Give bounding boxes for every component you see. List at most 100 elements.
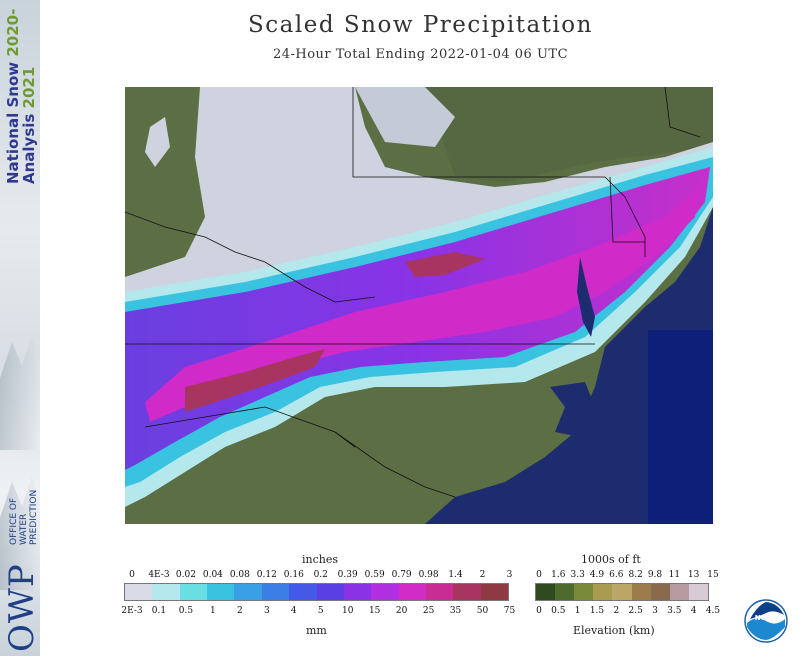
ocean-tile: [648, 330, 713, 524]
map-canvas: [125, 87, 713, 524]
legend-tick-label: 8.2: [628, 570, 643, 580]
legend-tick-label: 0.59: [364, 570, 385, 580]
elevation-color-bar: [535, 583, 709, 601]
legend-swatch: [398, 584, 426, 600]
legend-tick-label: 4: [690, 606, 697, 616]
legend-tick-label: 5: [317, 606, 324, 616]
sidebar-banner: National Snow 2020- Analysis 2021 OWP OF…: [0, 0, 40, 656]
legend-tick-label: 15: [707, 570, 719, 580]
legend-tick-label: 4: [290, 606, 297, 616]
legend-tick-label: 2E-3: [121, 606, 143, 616]
legend-swatch: [593, 584, 613, 600]
legend-swatch: [555, 584, 575, 600]
legend-tick-label: 0: [536, 570, 542, 580]
precip-legend-unit: mm: [306, 624, 327, 637]
page-title: Scaled Snow Precipitation: [248, 12, 593, 38]
page-subtitle: 24-Hour Total Ending 2022-01-04 06 UTC: [272, 47, 569, 62]
legend-tick-label: 2: [479, 570, 486, 580]
snow-precip-map: [125, 87, 713, 524]
legend-tick-label: 3.5: [667, 606, 682, 616]
legend-tick-label: 1.6: [551, 570, 566, 580]
legend-tick-label: 0.5: [178, 606, 194, 616]
svg-text:NOAA: NOAA: [755, 614, 778, 622]
legend-tick-label: 0.02: [175, 570, 196, 580]
legend-swatch: [316, 584, 344, 600]
precip-band-max: [185, 349, 325, 412]
legend-tick-label: 1: [574, 606, 581, 616]
legend-tick-label: 0.04: [202, 570, 223, 580]
legend-tick-label: 9.8: [647, 570, 663, 580]
snow-cover: [145, 117, 170, 167]
legend-tick-label: 3: [263, 606, 270, 616]
snow-cover: [355, 87, 455, 147]
legend-swatch: [480, 584, 509, 600]
legend-swatch: [234, 584, 262, 600]
legend-tick-label: 2: [236, 606, 243, 616]
legend-tick-label: 4.5: [705, 606, 721, 616]
elevation-legend-title: 1000s of ft: [581, 553, 641, 566]
legend-swatch: [453, 584, 481, 600]
legend-tick-label: 3: [506, 570, 513, 580]
precip-legend-title: inches: [302, 553, 339, 566]
legend-tick-label: 35: [449, 606, 462, 616]
legend-tick-label: 0.79: [391, 570, 412, 580]
legend-tick-label: 0.98: [418, 570, 439, 580]
legend-tick-label: 0.1: [151, 606, 167, 616]
legend-swatch: [688, 584, 708, 600]
legend-tick-label: 0.5: [551, 606, 566, 616]
legend-swatch: [207, 584, 235, 600]
legend-tick-label: 0.39: [337, 570, 358, 580]
legend-tick-label: 6.6: [609, 570, 624, 580]
legend-tick-label: 10: [341, 606, 354, 616]
legend-tick-label: 0: [129, 570, 135, 580]
legend-tick-label: 25: [422, 606, 435, 616]
noaa-logo: NOAA: [744, 599, 788, 643]
legend-swatch: [289, 584, 317, 600]
legend-tick-label: 4.9: [589, 570, 605, 580]
legend-tick-label: 1.5: [589, 606, 605, 616]
legend-tick-label: 2: [613, 606, 620, 616]
precip-band-max: [405, 252, 485, 277]
legend-tick-label: 75: [503, 606, 516, 616]
legend-tick-label: 0.2: [313, 570, 328, 580]
snow-cover: [125, 87, 713, 302]
legend-tick-label: 1.4: [448, 570, 463, 580]
legend-swatch: [612, 584, 632, 600]
chesapeake-bay: [577, 257, 595, 337]
ocean-area: [425, 207, 713, 524]
legend-swatch: [179, 584, 208, 600]
legend-tick-label: 1: [210, 606, 216, 616]
sidebar-title-line2: Analysis 2021: [20, 66, 38, 184]
legend-tick-label: 2.5: [628, 606, 643, 616]
precip-color-bar: [124, 583, 509, 601]
legend-tick-label: 50: [476, 606, 489, 616]
legend-swatch: [631, 584, 651, 600]
legend-swatch: [669, 584, 689, 600]
legend-tick-label: 3.3: [570, 570, 585, 580]
elevation-legend-unit: Elevation (km): [573, 624, 655, 637]
legend-swatch: [536, 584, 556, 600]
legend-tick-label: 13: [687, 570, 700, 580]
legend-tick-label: 0.08: [229, 570, 250, 580]
owp-line2: WATER: [19, 513, 29, 545]
legend-tick-label: 0.12: [256, 570, 277, 580]
owp-line1: OFFICE OF: [9, 497, 19, 545]
legend-swatch: [371, 584, 399, 600]
pamlico-sound: [550, 382, 595, 437]
owp-logo: OWP: [2, 563, 40, 652]
state-borders: [125, 87, 701, 498]
legend-tick-label: 0.16: [283, 570, 304, 580]
legend-swatch: [343, 584, 372, 600]
owp-line3: PREDICTION: [29, 489, 39, 545]
legend-swatch: [425, 584, 454, 600]
legend-tick-label: 11: [668, 570, 681, 580]
legend-tick-label: 0: [536, 606, 542, 616]
legend-tick-label: 4E-3: [148, 570, 170, 580]
mountain-decoration: [0, 336, 40, 450]
legend-tick-label: 3: [652, 606, 658, 616]
legend-swatch: [125, 584, 153, 600]
legend-swatch: [261, 584, 290, 600]
land-ridge: [425, 87, 713, 182]
legend-swatch: [574, 584, 594, 600]
legend-tick-label: 20: [395, 606, 408, 616]
